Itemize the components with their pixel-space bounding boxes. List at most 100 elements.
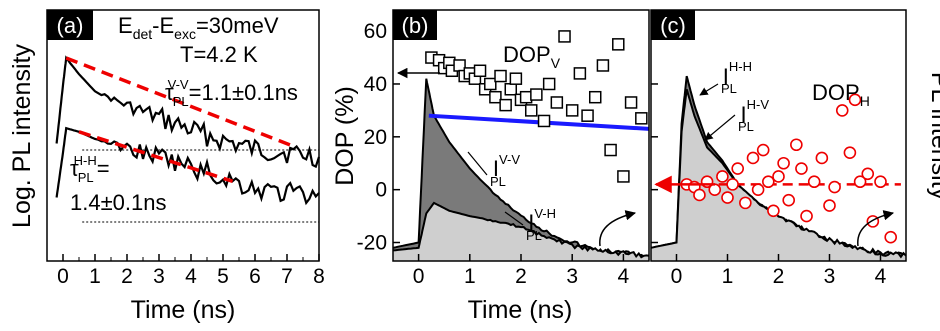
- panel-c-ihh-label: IH-H PL: [721, 59, 752, 96]
- panel-a-xtick-label: 2: [121, 265, 133, 288]
- panel-b-ivh-pointer: [504, 211, 524, 226]
- panel-a-xtick-label: 5: [217, 265, 229, 288]
- panel-b-dop-point: [604, 143, 617, 157]
- panel-c-dop-point: [828, 180, 841, 194]
- panel-a-xtick-label: 6: [249, 265, 261, 288]
- panel-a-xtick-label: 7: [281, 265, 293, 288]
- panel-b-ytick-label: 60: [364, 20, 387, 43]
- panel-a-plot: [55, 55, 321, 223]
- panel-b-dop-point: [494, 69, 507, 83]
- panel-a-ylabel: Log. PL intensity: [8, 44, 36, 228]
- panel-a-tau-hh-value: 1.4±0.1ns: [70, 190, 166, 215]
- panel-a-fit-1: [65, 56, 295, 148]
- panel-c-ticks: 0 1 2 3 4: [651, 30, 887, 288]
- panel-c-dop-point: [884, 230, 898, 244]
- panel-c-ihv-fill: [651, 89, 906, 261]
- panel-a-fit-3: [78, 130, 234, 183]
- panel-b-dop-point: [542, 77, 556, 91]
- panel-a-xtick-label: 4: [185, 265, 197, 288]
- panel-c-dop-point: [815, 151, 829, 165]
- panel-c-dop-point: [756, 143, 770, 157]
- panel-c-dop-point: [835, 104, 849, 117]
- panel-b-dop-point: [596, 59, 610, 72]
- panel-a-xtick-label: 0: [57, 265, 69, 288]
- panel-b-dop-point: [565, 104, 579, 117]
- panel-c-dop-point: [795, 162, 808, 175]
- panel-b-ytick-label: -20: [357, 232, 387, 255]
- panel-b-ivh-label: IV-H PL: [526, 206, 556, 243]
- panel-b-dop-point: [550, 96, 564, 109]
- panel-b-plot: [392, 30, 650, 261]
- panel-c-label: (c): [660, 13, 686, 38]
- panel-c-dop-h-label: DOPH: [812, 80, 870, 109]
- panel-b-dop-point: [473, 64, 487, 78]
- panel-c-xtick-label: 4: [875, 265, 887, 288]
- panel-b-dop-point: [509, 72, 523, 85]
- panel-b-xlabel: Time (ns): [468, 296, 573, 324]
- panel-a-label: (a): [57, 13, 84, 38]
- panel-b-dop-v-label: DOPV: [503, 42, 561, 71]
- panel-a-edet-annotation: Edet-Eexc=30meV: [118, 13, 279, 42]
- panel-c-dop-point: [731, 162, 745, 175]
- panel-c: 0 1 2 3 4 (c) IH-H PL IH-V PL DOPH PL intensit…: [650, 9, 940, 288]
- panel-b-ivv-pointer: [467, 151, 488, 176]
- panel-c-xtick-label: 1: [722, 265, 734, 288]
- panel-c-dop-point: [772, 170, 785, 183]
- panel-c-right-arrow: [857, 210, 895, 247]
- panel-b-dop-point: [499, 98, 512, 112]
- panel-c-dop-point: [800, 209, 813, 223]
- panel-c-dop-point: [790, 138, 803, 152]
- panel-a-tau-hh-annotation: τPLH-H=: [70, 153, 110, 185]
- panel-b-ivh-fill: [393, 202, 649, 261]
- panel-c-xtick-label: 3: [824, 265, 836, 288]
- panel-a-xtick-label: 3: [153, 265, 165, 288]
- panel-c-dop-point: [708, 183, 722, 196]
- panel-c-dop-point: [751, 183, 765, 196]
- panel-c-dop-point: [693, 188, 706, 202]
- panel-b-ytick-label: 20: [364, 126, 387, 149]
- panel-c-dop-point: [848, 93, 862, 107]
- panel-b-dop-point: [537, 114, 551, 128]
- panel-c-dop-point: [782, 193, 796, 207]
- panel-c-ihh-pointer: [699, 83, 719, 96]
- panel-b-dop-point: [573, 67, 587, 80]
- panel-b-dop-point: [635, 112, 648, 125]
- panel-a-series-V-V: [55, 55, 321, 169]
- panel-b-dop-point: [453, 59, 466, 72]
- panel-b-dop-point: [624, 96, 638, 109]
- panel-b-dop-point: [530, 88, 543, 101]
- panel-b-right-arrow: [599, 210, 637, 247]
- panel-c-dop-point: [807, 175, 821, 189]
- panel-b-ytick-label: 40: [364, 73, 387, 96]
- panel-a-tau-vv-annotation: τPLV-V=1.1±0.1ns: [165, 77, 298, 109]
- panel-c-dop-point: [853, 175, 867, 189]
- panel-c-ihv-label: IH-V PL: [738, 97, 769, 134]
- panel-b-xtick-label: 4: [618, 265, 630, 288]
- panel-c-xtick-label: 2: [773, 265, 785, 288]
- panel-c-dop-point: [746, 151, 760, 165]
- panel-b-ivv-label: IV-V PL: [490, 152, 520, 189]
- panel-c-dop-point: [721, 191, 734, 204]
- panel-b-dop-point: [588, 90, 602, 104]
- panel-c-dop-point: [843, 146, 857, 159]
- panel-b-label: (b): [402, 13, 429, 38]
- panel-b-dop-point: [581, 109, 594, 122]
- panel-b-xtick-label: 1: [464, 265, 476, 288]
- panel-b-dop-point: [489, 90, 502, 104]
- panel-c-dop-point: [861, 167, 875, 181]
- panel-c-dop-point: [777, 156, 790, 170]
- panel-c-ylabel: PL intensity: [926, 72, 940, 201]
- panel-c-tag: (c): [651, 10, 695, 40]
- panel-a-tag: (a): [47, 10, 93, 40]
- panel-b-tag: (b): [393, 10, 437, 40]
- panel-a-temperature-annotation: T=4.2 K: [180, 42, 258, 67]
- panel-c-dop-point: [866, 215, 880, 228]
- panel-c-dop-point: [726, 178, 739, 191]
- panel-b-xtick-label: 2: [515, 265, 527, 288]
- panel-b-dop-point: [612, 38, 625, 51]
- panel-c-ihv-pointer: [704, 114, 736, 141]
- panel-c-dop-point: [823, 199, 836, 212]
